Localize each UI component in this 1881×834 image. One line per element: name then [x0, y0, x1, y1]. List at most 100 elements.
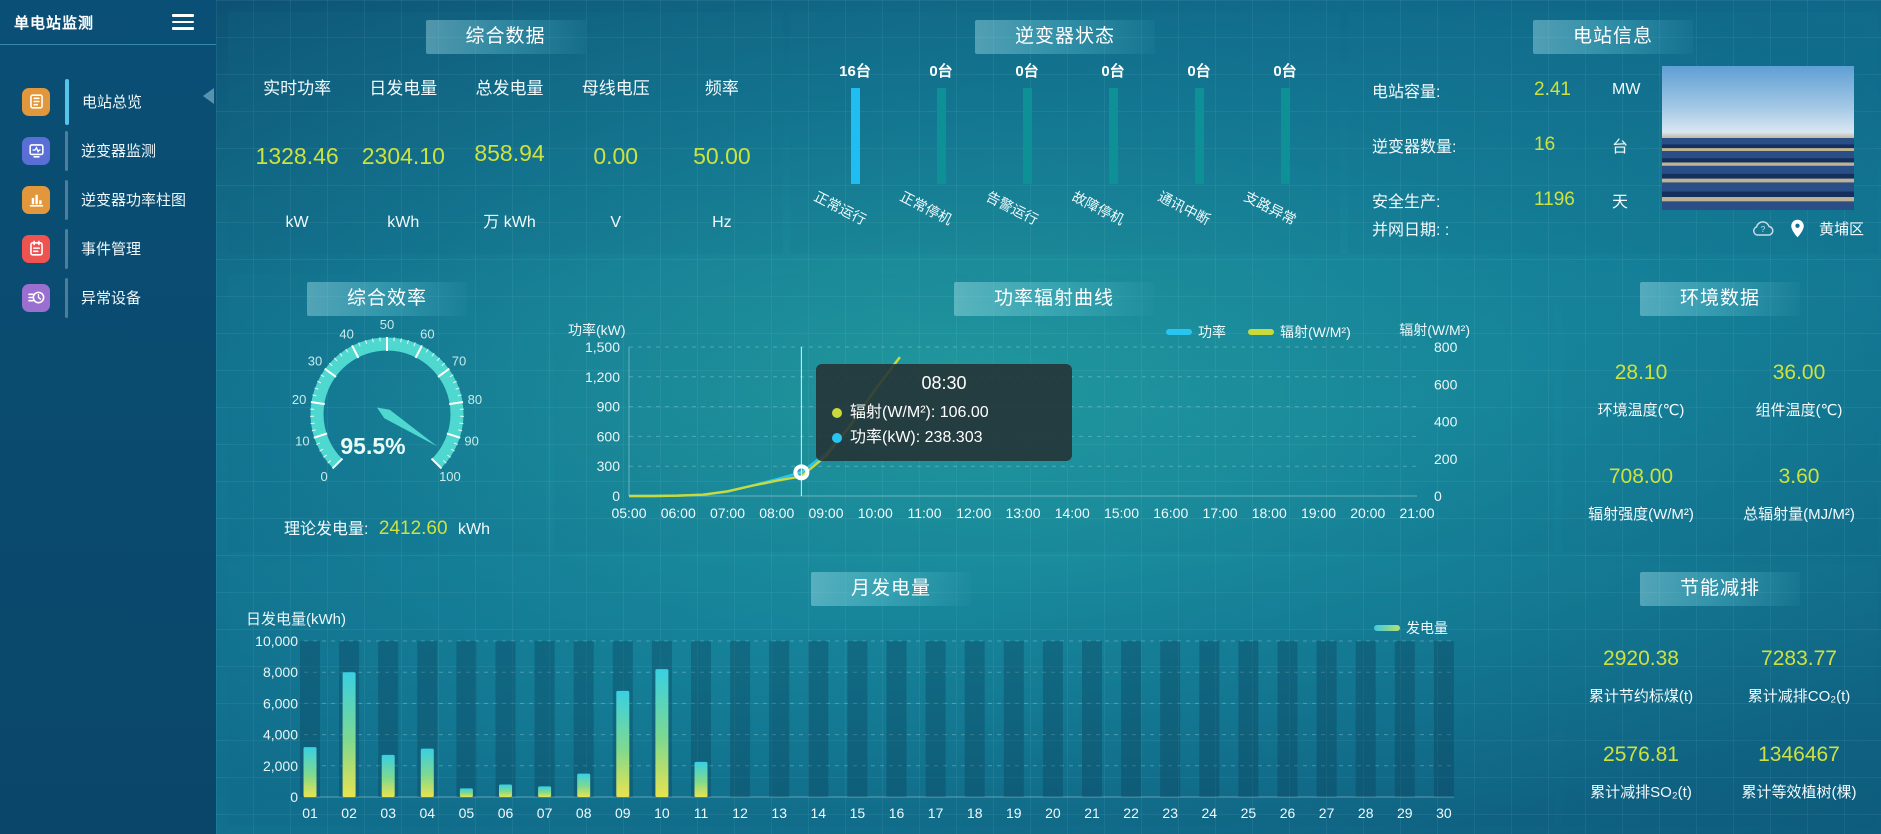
svg-text:10:00: 10:00 — [858, 505, 893, 521]
status-column: 0台 通讯中断 — [1156, 60, 1236, 250]
svg-text:400: 400 — [1434, 414, 1458, 430]
metric-value: 2920.38 — [1603, 646, 1679, 670]
metric-label: 累计减排SO₂(t) — [1590, 783, 1692, 801]
monthly-energy-chart[interactable]: 0 2,000 4,000 6,000 8,000 10,000 01 02 03 04 05 06 0… — [228, 564, 1554, 826]
status-bar — [850, 88, 860, 184]
svg-text:0: 0 — [290, 789, 298, 805]
sidebar-item-event-management[interactable]: 事件管理 — [0, 224, 216, 273]
svg-text:8,000: 8,000 — [263, 664, 298, 680]
svg-text:24: 24 — [1202, 805, 1218, 821]
status-bar — [1108, 88, 1118, 184]
efficiency-gauge[interactable]: 0 10 20 30 40 50 60 70 80 90 100 95.5% — [237, 318, 537, 504]
sidebar-item-inverter-monitor[interactable]: 逆变器监测 — [0, 126, 216, 175]
info-label: 电站容量: — [1372, 83, 1441, 101]
station-photo — [1662, 66, 1854, 210]
sidebar-item-abnormal-device[interactable]: 异常设备 — [0, 273, 216, 322]
panel-title-environment: 环境数据 — [1639, 282, 1801, 316]
metric-cell: 2920.38 累计节约标煤(t) — [1562, 628, 1720, 724]
panel-inverter-status: 逆变器状态 16台 正常运行 0台 正常停机 0台 告警运行 0台 故障停机 0台 通讯中断 0台支… — [790, 12, 1340, 254]
info-unit: MW — [1612, 80, 1641, 98]
station-info-footer: 并网日期: : ? 黄埔区 — [1348, 210, 1878, 246]
svg-text:13: 13 — [771, 805, 787, 821]
power-radiation-chart[interactable]: 0 300 600 900 1,200 1,500 0 200 400 600 800 05:00 06… — [554, 274, 1554, 552]
sidebar-item-station-overview[interactable]: 电站总览 — [0, 77, 216, 126]
svg-text:20:00: 20:00 — [1350, 505, 1385, 521]
tooltip-row: 辐射(W/M²): 106.00 — [832, 400, 1056, 425]
metric-label: 累计减排CO₂(t) — [1747, 687, 1851, 705]
info-value: 2.41 — [1534, 78, 1571, 100]
status-bar — [1194, 88, 1204, 184]
status-label: 通讯中断 — [1155, 188, 1213, 228]
legend-item[interactable]: 发电量 — [1374, 618, 1448, 638]
metric-label: 日发电量 — [369, 79, 438, 98]
metric-value: 2304.10 — [361, 143, 445, 169]
inverter-power-bars-icon — [22, 185, 50, 214]
svg-text:06:00: 06:00 — [661, 505, 696, 521]
summary-metric: 频率 50.00 Hz — [669, 68, 775, 238]
svg-text:03: 03 — [380, 805, 396, 821]
active-indicator — [65, 78, 69, 125]
tooltip-text: 辐射(W/M²): 106.00 — [850, 404, 989, 421]
info-value: 1196 — [1534, 188, 1575, 210]
metric-unit: Hz — [712, 214, 732, 231]
metric-unit: kWh — [387, 214, 420, 231]
inverter-status-bars: 16台 正常运行 0台 正常停机 0台 告警运行 0台 故障停机 0台 通讯中断 0台 支路异常 — [812, 60, 1322, 250]
metric-cell: 36.00 组件温度(℃) — [1720, 338, 1878, 442]
svg-text:0: 0 — [1434, 488, 1442, 504]
weather-cloud-icon[interactable]: ? — [1750, 219, 1776, 238]
svg-text:40: 40 — [339, 327, 353, 342]
metric-label: 累计等效植树(棵) — [1741, 783, 1857, 801]
svg-text:16:00: 16:00 — [1153, 505, 1188, 521]
status-count: 0台 — [929, 63, 953, 80]
svg-text:17:00: 17:00 — [1202, 505, 1237, 521]
svg-text:600: 600 — [1434, 376, 1458, 392]
svg-text:?: ? — [1761, 224, 1766, 234]
svg-text:27: 27 — [1319, 805, 1335, 821]
app-title: 单电站监测 — [14, 14, 95, 32]
station-info-row: 安全生产: 1196 天 — [1348, 172, 1878, 227]
svg-text:12:00: 12:00 — [956, 505, 991, 521]
panel-title-summary: 综合数据 — [425, 20, 586, 54]
panel-title-monthly-energy: 月发电量 — [810, 572, 972, 606]
legend-label: 功率 — [1198, 324, 1226, 340]
sidebar-item-label: 电站总览 — [82, 94, 143, 111]
panel-title-station-info: 电站信息 — [1532, 20, 1694, 54]
metric-label: 母线电压 — [581, 79, 650, 98]
sidebar-item-inverter-power-bars[interactable]: 逆变器功率柱图 — [0, 175, 216, 224]
svg-text:6,000: 6,000 — [263, 695, 298, 711]
svg-text:13:00: 13:00 — [1005, 505, 1040, 521]
svg-text:28: 28 — [1358, 805, 1374, 821]
panel-efficiency: 综合效率 0 10 20 30 40 50 60 70 80 90 100 95.5% 理论发电量: … — [228, 274, 546, 552]
panel-summary: 综合数据 实时功率 1328.46 kW 日发电量 2304.10 kWh 总发电量 858.… — [228, 12, 783, 254]
energy-saving-metrics: 2920.38 累计节约标煤(t) 7283.77 累计减排CO₂(t) 2576.81… — [1562, 628, 1878, 820]
location-name: 黄埔区 — [1818, 220, 1864, 238]
status-bar — [1022, 88, 1032, 184]
dashboard: 综合数据 实时功率 1328.46 kW 日发电量 2304.10 kWh 总发电量 858.… — [216, 0, 1881, 834]
sidebar-collapse-arrow[interactable] — [203, 88, 214, 104]
sidebar-item-label: 逆变器功率柱图 — [81, 192, 187, 209]
svg-text:07:00: 07:00 — [710, 505, 745, 521]
svg-text:21: 21 — [1084, 805, 1100, 821]
legend-item[interactable]: 功率 — [1166, 322, 1226, 342]
legend-swatch — [1248, 329, 1274, 335]
svg-text:20: 20 — [292, 392, 306, 407]
svg-text:21:00: 21:00 — [1399, 505, 1434, 521]
svg-text:06: 06 — [498, 805, 514, 821]
summary-metric: 日发电量 2304.10 kWh — [350, 68, 456, 238]
svg-text:60: 60 — [420, 327, 434, 342]
svg-text:14: 14 — [811, 805, 827, 821]
svg-text:09:00: 09:00 — [808, 505, 843, 521]
menu-toggle-icon[interactable] — [172, 14, 194, 30]
series-dot — [832, 432, 842, 443]
metric-label: 总发电量 — [475, 79, 544, 98]
status-column: 0台 告警运行 — [984, 60, 1064, 250]
svg-text:01: 01 — [302, 805, 318, 821]
tooltip-row: 功率(kW): 238.303 — [832, 425, 1056, 450]
metric-value: 36.00 — [1772, 360, 1826, 384]
svg-text:07: 07 — [537, 805, 553, 821]
abnormal-device-icon — [22, 283, 50, 312]
legend-item[interactable]: 辐射(W/M²) — [1248, 322, 1351, 342]
panel-station-info: 电站信息 电站容量: 2.41 MW 逆变器数量: 16 台安全生产: 1196 天 并网日期… — [1348, 12, 1878, 254]
svg-text:08: 08 — [576, 805, 592, 821]
svg-text:16: 16 — [889, 805, 905, 821]
